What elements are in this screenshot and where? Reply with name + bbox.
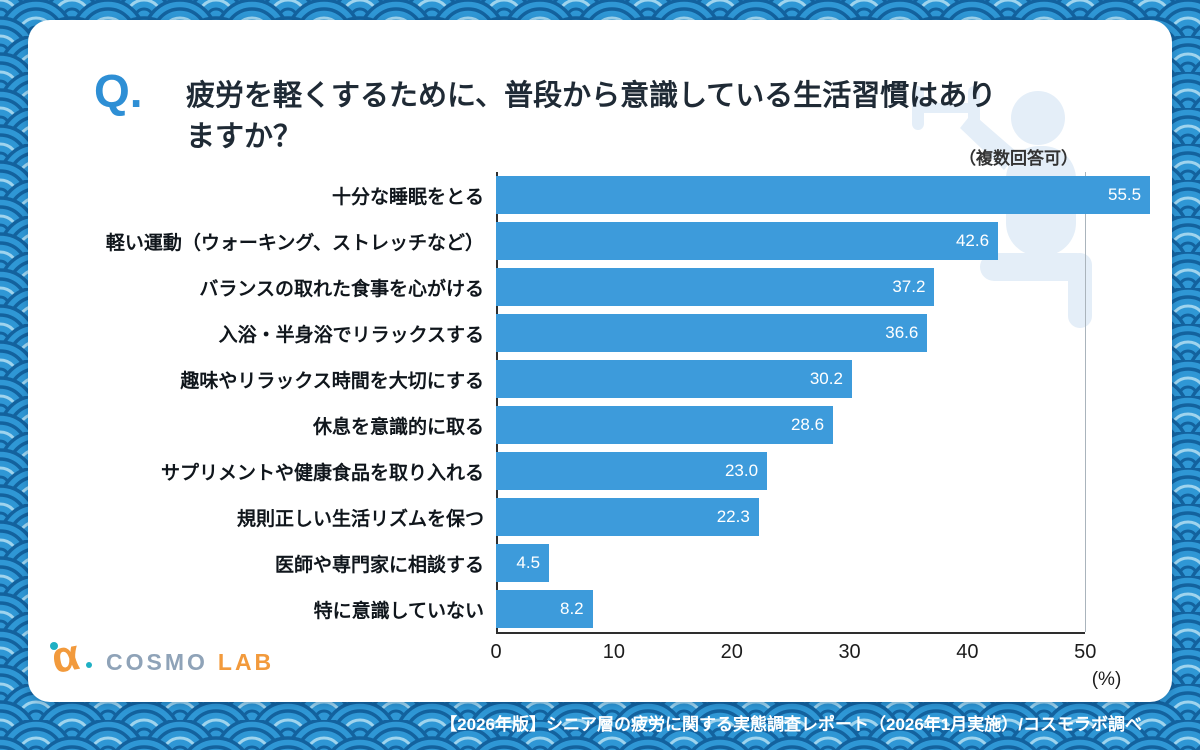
x-tick-label: 50 bbox=[1074, 641, 1097, 663]
bar-row: 規則正しい生活リズムを保つ 22.3 bbox=[56, 494, 1156, 540]
bar-category-label: 十分な睡眠をとる bbox=[331, 186, 484, 208]
bar: 55.5 bbox=[496, 176, 1151, 214]
bar-value-label: 23.0 bbox=[724, 461, 759, 480]
question-title-line2: ますか？ bbox=[186, 121, 303, 154]
bar-category-label: 趣味やリラックス時間を大切にする bbox=[180, 370, 484, 392]
bar-zone: 23.0 bbox=[496, 452, 1156, 490]
bar-value-label: 55.5 bbox=[1108, 185, 1142, 204]
bar-row: 休息を意識的に取る 28.6 bbox=[56, 402, 1156, 448]
x-tick-label: 40 bbox=[956, 641, 979, 663]
bar-value-label: 36.6 bbox=[885, 323, 919, 342]
bar-category-label: 入浴・半身浴でリラックスする bbox=[218, 324, 484, 346]
bar-row: 医師や専門家に相談する 4.5 bbox=[56, 540, 1156, 586]
x-tick-label: 20 bbox=[720, 641, 743, 663]
bar-zone: 4.5 bbox=[496, 544, 1156, 582]
bar-row: 特に意識していない 8.2 bbox=[56, 586, 1156, 632]
bar-category-label: 休息を意識的に取る bbox=[312, 416, 484, 438]
logo-text-lab: LAB bbox=[217, 648, 275, 675]
x-axis-zone bbox=[496, 632, 1156, 634]
bar: 37.2 bbox=[496, 268, 935, 306]
footer-source-text: 【2026年版】シニア層の疲労に関する実態調査レポート（2026年1月実施）/コ… bbox=[440, 715, 1142, 734]
bar-value-label: 42.6 bbox=[955, 231, 990, 250]
bar-zone: 36.6 bbox=[496, 314, 1156, 352]
question-title-line1: 疲労を軽くするために、普段から意識している生活習慣はあり bbox=[186, 80, 997, 112]
bar-row: サプリメントや健康食品を取り入れる 23.0 bbox=[56, 448, 1156, 494]
x-tick-label: 30 bbox=[838, 641, 861, 663]
bar-zone: 37.2 bbox=[496, 268, 1156, 306]
bar-category-label: 軽い運動（ウォーキング、ストレッチなど） bbox=[105, 232, 484, 254]
gridline-50 bbox=[1085, 172, 1087, 632]
bar-zone: 30.2 bbox=[496, 360, 1156, 398]
cosmo-lab-logo: α COSMO LAB bbox=[48, 630, 275, 688]
bar-category-label: 医師や専門家に相談する bbox=[274, 554, 484, 576]
bar-category-label: 特に意識していない bbox=[313, 600, 484, 622]
x-tick-label: 10 bbox=[602, 641, 625, 663]
x-axis-ticks: (%) 0 10 20 30 40 50 bbox=[490, 641, 1156, 697]
bar: 4.5 bbox=[496, 544, 550, 582]
logo-alpha-icon: α bbox=[48, 630, 100, 688]
bar-category-label: 規則正しい生活リズムを保つ bbox=[236, 508, 484, 530]
x-axis-line bbox=[496, 632, 1086, 634]
bar: 23.0 bbox=[496, 452, 768, 490]
bar: 36.6 bbox=[496, 314, 928, 352]
bar-category-label: バランスの取れた食事を心がける bbox=[199, 278, 484, 300]
bar-zone: 8.2 bbox=[496, 590, 1156, 628]
bar-row: 趣味やリラックス時間を大切にする 30.2 bbox=[56, 356, 1156, 402]
chart-rows: 十分な睡眠をとる 55.5 軽い運動（ウォーキング、ストレッチなど） 42.6 … bbox=[56, 172, 1156, 632]
plot-overlay bbox=[496, 172, 1156, 632]
multiple-answer-note: （複数回答可） bbox=[959, 149, 1078, 168]
bar: 42.6 bbox=[496, 222, 999, 260]
bar-value-label: 8.2 bbox=[560, 599, 584, 618]
bar-zone: 42.6 bbox=[496, 222, 1156, 260]
bar-category-label: サプリメントや健康食品を取り入れる bbox=[160, 462, 484, 484]
logo-dot-icon bbox=[86, 662, 92, 668]
bar: 30.2 bbox=[496, 360, 852, 398]
bar-row: 十分な睡眠をとる 55.5 bbox=[56, 172, 1156, 218]
bar-row: 軽い運動（ウォーキング、ストレッチなど） 42.6 bbox=[56, 218, 1156, 264]
bar-row: バランスの取れた食事を心がける 37.2 bbox=[56, 264, 1156, 310]
percent-unit-label: (%) bbox=[1091, 669, 1122, 690]
logo-dot-icon bbox=[50, 642, 58, 650]
exercise-person-illustration bbox=[912, 86, 1092, 328]
question-mark-label: Q. bbox=[94, 65, 143, 117]
y-axis-line bbox=[496, 172, 498, 632]
bar: 22.3 bbox=[496, 498, 759, 536]
x-tick-label: 0 bbox=[490, 641, 502, 663]
bar-value-label: 30.2 bbox=[809, 369, 843, 388]
bar-zone: 55.5 bbox=[496, 176, 1156, 214]
bar-value-label: 37.2 bbox=[892, 277, 926, 296]
bar-value-label: 22.3 bbox=[716, 507, 750, 526]
bar: 28.6 bbox=[496, 406, 834, 444]
bar-value-label: 28.6 bbox=[790, 415, 825, 434]
bar-zone: 28.6 bbox=[496, 406, 1156, 444]
question-title: 疲労を軽くするために、普段から意識している生活習慣はあり ますか？ bbox=[186, 76, 1026, 158]
survey-card: Q. 疲労を軽くするために、普段から意識している生活習慣はあり ますか？ （複数… bbox=[28, 20, 1172, 702]
bar-row: 入浴・半身浴でリラックスする 36.6 bbox=[56, 310, 1156, 356]
bar-chart: 十分な睡眠をとる 55.5 軽い運動（ウォーキング、ストレッチなど） 42.6 … bbox=[56, 172, 1156, 697]
bar: 8.2 bbox=[496, 590, 593, 628]
logo-text-cosmo: COSMO bbox=[106, 648, 208, 675]
bar-zone: 22.3 bbox=[496, 498, 1156, 536]
bar-value-label: 4.5 bbox=[516, 553, 541, 572]
